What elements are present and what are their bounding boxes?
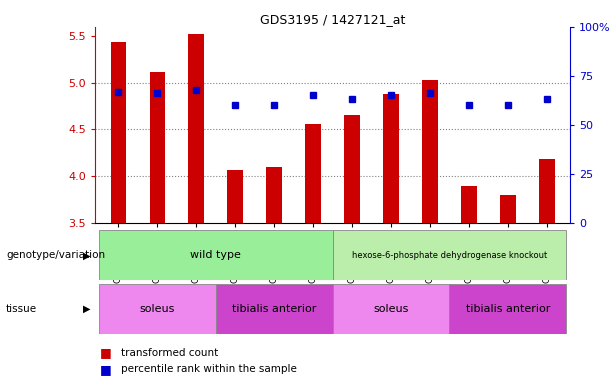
Text: ▶: ▶ <box>83 250 91 260</box>
Bar <box>383 94 398 223</box>
Bar <box>449 284 566 334</box>
Text: soleus: soleus <box>140 304 175 314</box>
Text: soleus: soleus <box>373 304 409 314</box>
Bar <box>150 72 165 223</box>
Text: ▶: ▶ <box>83 304 91 314</box>
Text: transformed count: transformed count <box>121 348 218 358</box>
Bar <box>539 159 555 223</box>
Bar <box>461 186 477 223</box>
Text: ■: ■ <box>100 346 112 359</box>
Bar <box>110 42 126 223</box>
Bar <box>333 230 566 280</box>
Bar <box>333 284 449 334</box>
Text: tissue: tissue <box>6 304 37 314</box>
Bar <box>99 230 333 280</box>
Text: tibialis anterior: tibialis anterior <box>466 304 550 314</box>
Bar <box>422 80 438 223</box>
Bar <box>305 124 321 223</box>
Title: GDS3195 / 1427121_at: GDS3195 / 1427121_at <box>260 13 405 26</box>
Bar <box>227 170 243 223</box>
Text: genotype/variation: genotype/variation <box>6 250 105 260</box>
Text: ■: ■ <box>100 363 112 376</box>
Text: hexose-6-phosphate dehydrogenase knockout: hexose-6-phosphate dehydrogenase knockou… <box>352 251 547 260</box>
Bar <box>188 34 204 223</box>
Text: tibialis anterior: tibialis anterior <box>232 304 316 314</box>
Bar <box>216 284 333 334</box>
Text: wild type: wild type <box>190 250 241 260</box>
Bar <box>267 167 282 223</box>
Bar <box>99 284 216 334</box>
Bar <box>500 195 516 223</box>
Bar <box>345 116 360 223</box>
Text: percentile rank within the sample: percentile rank within the sample <box>121 364 297 374</box>
